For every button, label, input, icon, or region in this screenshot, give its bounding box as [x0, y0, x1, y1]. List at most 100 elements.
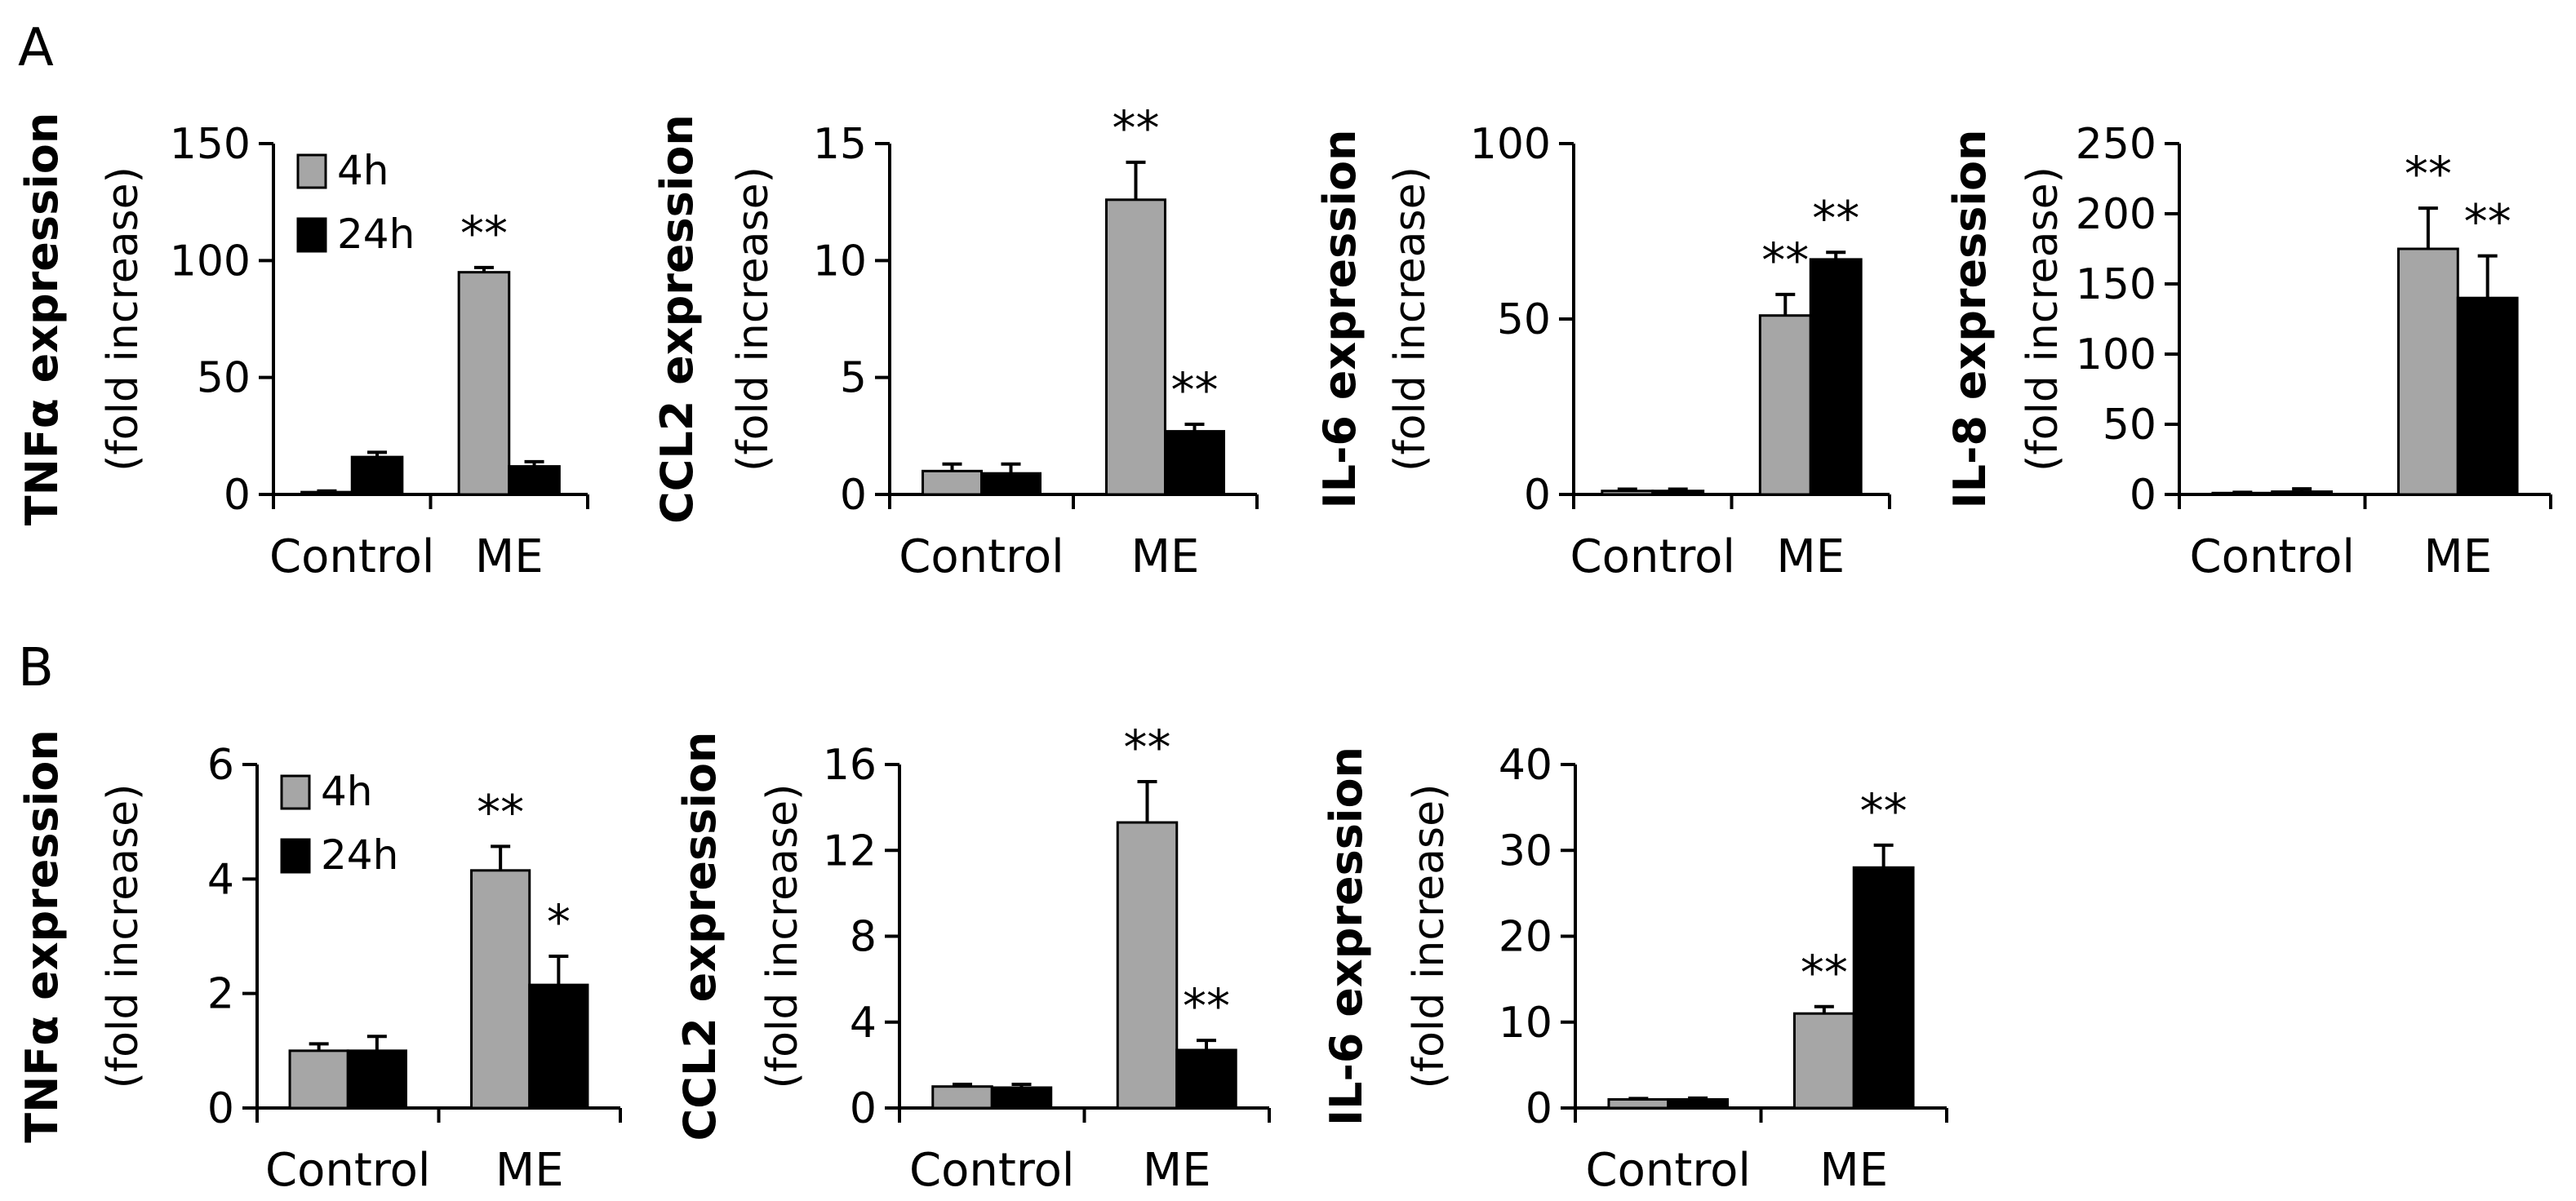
significance-label: ** — [1860, 783, 1908, 839]
significance-label: ** — [1183, 978, 1230, 1034]
bar — [980, 472, 1042, 496]
legend-swatch — [296, 217, 327, 253]
y-tick-label: 250 — [2076, 120, 2156, 169]
significance-label: ** — [477, 784, 524, 840]
y-tick-label: 50 — [2103, 401, 2156, 450]
y-tick-label: 0 — [850, 1084, 877, 1133]
bar — [2396, 247, 2459, 496]
y-tick-label: 15 — [813, 120, 867, 169]
bar — [931, 1085, 993, 1110]
category-label: ME — [1819, 1144, 1888, 1197]
category-label: Control — [1570, 530, 1735, 583]
bar — [2271, 490, 2334, 496]
y-tick-label: 6 — [207, 741, 234, 790]
y-axis-title: TNFα expression — [16, 729, 68, 1143]
category-label: Control — [269, 530, 434, 583]
y-axis-subtitle: (fold increase) — [758, 784, 807, 1089]
significance-label: ** — [1812, 190, 1859, 246]
y-tick-label: 50 — [197, 354, 251, 403]
y-tick-label: 0 — [1526, 1084, 1552, 1133]
legend-label: 24h — [321, 831, 398, 879]
y-tick-label: 8 — [850, 913, 877, 962]
category-label: Control — [265, 1144, 430, 1197]
bar — [288, 1049, 349, 1110]
legend-swatch — [280, 774, 311, 810]
y-tick-label: 40 — [1499, 741, 1552, 790]
chart-0: 0 50 100 150 Control ** ME TNFα expression (fold… — [16, 113, 589, 583]
bar — [350, 455, 404, 496]
category-label: ME — [1776, 530, 1845, 583]
y-axis-title: IL-8 expression — [1944, 130, 1996, 509]
y-axis-title: CCL2 expression — [674, 732, 726, 1141]
y-tick-label: 100 — [170, 237, 251, 286]
chart-5: 0 4 8 12 16 Control ** ** ME CCL2 expression (fold… — [674, 720, 1271, 1197]
bar — [1116, 821, 1179, 1110]
significance-label: ** — [2464, 194, 2512, 250]
category-label: ME — [475, 530, 544, 583]
bar — [346, 1049, 407, 1110]
legend-label: 4h — [337, 147, 389, 194]
bar — [922, 469, 983, 496]
bar — [528, 983, 589, 1110]
legend-swatch — [296, 153, 327, 189]
y-axis-subtitle: (fold increase) — [99, 784, 148, 1089]
chart-2: 0 50 100 Control **** ME IL-6 expression (fold … — [1314, 120, 1891, 583]
legend-label: 4h — [321, 768, 373, 815]
y-tick-label: 0 — [1524, 471, 1551, 520]
legend-label: 24h — [337, 211, 415, 258]
y-tick-label: 2 — [207, 970, 234, 1019]
y-axis-subtitle: (fold increase) — [99, 166, 148, 472]
y-tick-label: 100 — [1470, 120, 1551, 169]
bar — [508, 465, 561, 496]
significance-label: ** — [1113, 100, 1160, 156]
y-axis-title: TNFα expression — [16, 113, 68, 526]
bar — [1651, 490, 1705, 496]
significance-label: ** — [2405, 146, 2452, 202]
y-tick-label: 150 — [2076, 260, 2156, 309]
y-axis-subtitle: (fold increase) — [1386, 166, 1435, 472]
y-tick-label: 20 — [1499, 913, 1552, 962]
y-tick-label: 10 — [813, 237, 867, 286]
panel-label-b: B — [18, 638, 54, 698]
category-label: ME — [1131, 530, 1200, 583]
bar — [1852, 866, 1915, 1110]
category-label: ME — [495, 1144, 564, 1197]
bar — [1601, 490, 1654, 496]
y-tick-label: 30 — [1499, 827, 1552, 875]
bar — [990, 1086, 1053, 1110]
y-axis-title: IL-6 expression — [1321, 747, 1372, 1126]
y-tick-label: 0 — [207, 1084, 234, 1133]
significance-label: ** — [1801, 945, 1848, 1000]
y-tick-label: 200 — [2076, 190, 2156, 239]
significance-label: ** — [1761, 233, 1809, 288]
category-label: Control — [899, 530, 1064, 583]
significance-label: ** — [1124, 720, 1171, 775]
category-label: ME — [1143, 1144, 1211, 1197]
significance-label: * — [547, 894, 571, 950]
significance-label: ** — [1171, 362, 1219, 418]
chart-1: 0 5 10 15 Control ** ** ME CCL2 expression (fold … — [651, 100, 1259, 583]
bar — [1164, 430, 1225, 496]
y-tick-label: 12 — [823, 827, 877, 875]
y-tick-label: 4 — [207, 855, 234, 904]
y-tick-label: 50 — [1497, 295, 1551, 344]
y-tick-label: 5 — [840, 354, 867, 403]
category-label: Control — [909, 1144, 1074, 1197]
panel-label-a: A — [18, 18, 54, 78]
bar — [1105, 198, 1166, 496]
bar — [1175, 1048, 1237, 1110]
bar — [1792, 1012, 1855, 1110]
y-tick-label: 16 — [823, 741, 877, 790]
y-tick-label: 100 — [2076, 330, 2156, 379]
category-label: ME — [2423, 530, 2492, 583]
bar — [1809, 258, 1863, 496]
bar — [470, 869, 531, 1110]
significance-label: ** — [460, 206, 508, 261]
category-label: Control — [2190, 530, 2355, 583]
category-label: Control — [1586, 1144, 1751, 1197]
y-tick-label: 0 — [224, 471, 251, 520]
chart-3: 0 50 100 150 200 250 Control **** ME IL-8 express… — [1944, 120, 2552, 583]
y-axis-title: CCL2 expression — [651, 114, 703, 524]
